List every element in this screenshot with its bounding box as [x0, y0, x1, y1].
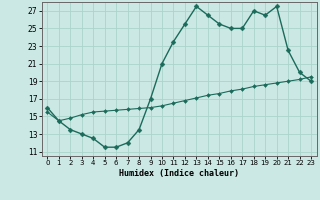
X-axis label: Humidex (Indice chaleur): Humidex (Indice chaleur) [119, 169, 239, 178]
